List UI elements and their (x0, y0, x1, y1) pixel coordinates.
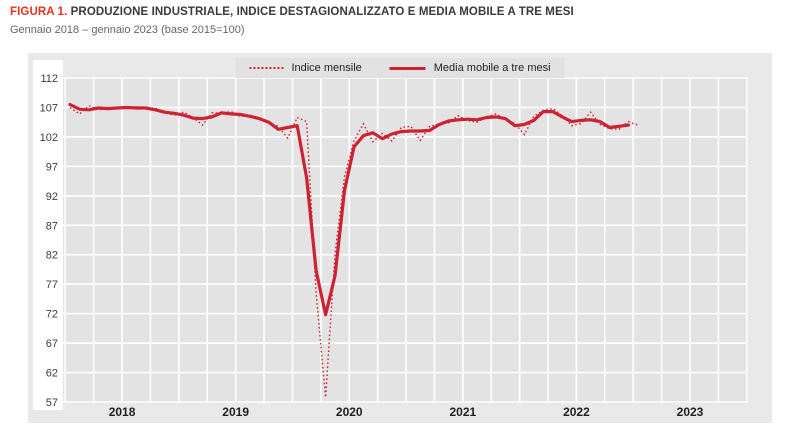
y-axis-tick-label: 97 (46, 161, 58, 173)
dotted-line-sample-icon (249, 67, 284, 69)
y-axis-tick-label: 62 (46, 368, 58, 380)
legend-label: Indice mensile (291, 62, 362, 74)
moving-average-line (68, 102, 631, 317)
legend-label: Media mobile a tre mesi (433, 62, 551, 74)
y-axis-tick-label: 82 (46, 250, 58, 262)
y-axis-tick-label: 87 (46, 220, 58, 232)
y-axis-tick-label: 72 (46, 309, 58, 321)
figure-number: FIGURA 1. (10, 6, 68, 18)
y-axis-tick-label: 57 (46, 397, 58, 409)
figure-title: FIGURA 1. PRODUZIONE INDUSTRIALE, INDICE… (10, 5, 574, 20)
x-axis-year-label: 2023 (677, 405, 704, 419)
y-axis-label-strip (33, 60, 63, 410)
x-axis-year-label: 2021 (449, 405, 476, 419)
plot-panel (63, 77, 747, 403)
y-axis-tick-label: 77 (46, 279, 58, 291)
solid-line-sample-icon (389, 66, 426, 70)
x-axis-year-label: 2022 (563, 405, 590, 419)
legend: Indice mensile Media mobile a tre mesi (235, 58, 565, 78)
y-axis-tick-label: 102 (40, 132, 58, 144)
figure-title-text: PRODUZIONE INDUSTRIALE, INDICE DESTAGION… (70, 6, 574, 18)
y-axis-tick-label: 67 (46, 338, 58, 350)
y-axis-tick-label: 92 (46, 191, 58, 203)
legend-item-moving-average: Media mobile a tre mesi (389, 62, 551, 74)
x-axis-year-label: 2020 (336, 405, 363, 419)
y-axis-tick-label: 112 (40, 73, 58, 85)
line-chart-canvas: 57 62 67 72 77 82 87 92 97 102 107 112 2018 2019 2020 2… (33, 60, 748, 419)
chart-area: 57 62 67 72 77 82 87 92 97 102 107 112 2018 2019 2020 2… (28, 53, 772, 423)
x-axis-year-label: 2019 (222, 405, 249, 419)
figure-header: FIGURA 1. PRODUZIONE INDUSTRIALE, INDICE… (10, 5, 574, 38)
figure-subtitle: Gennaio 2018 – gennaio 2023 (base 2015=1… (10, 24, 245, 36)
x-axis-year-label: 2018 (109, 405, 136, 419)
legend-item-monthly-index: Indice mensile (249, 62, 362, 74)
y-axis-tick-label: 107 (40, 102, 58, 114)
